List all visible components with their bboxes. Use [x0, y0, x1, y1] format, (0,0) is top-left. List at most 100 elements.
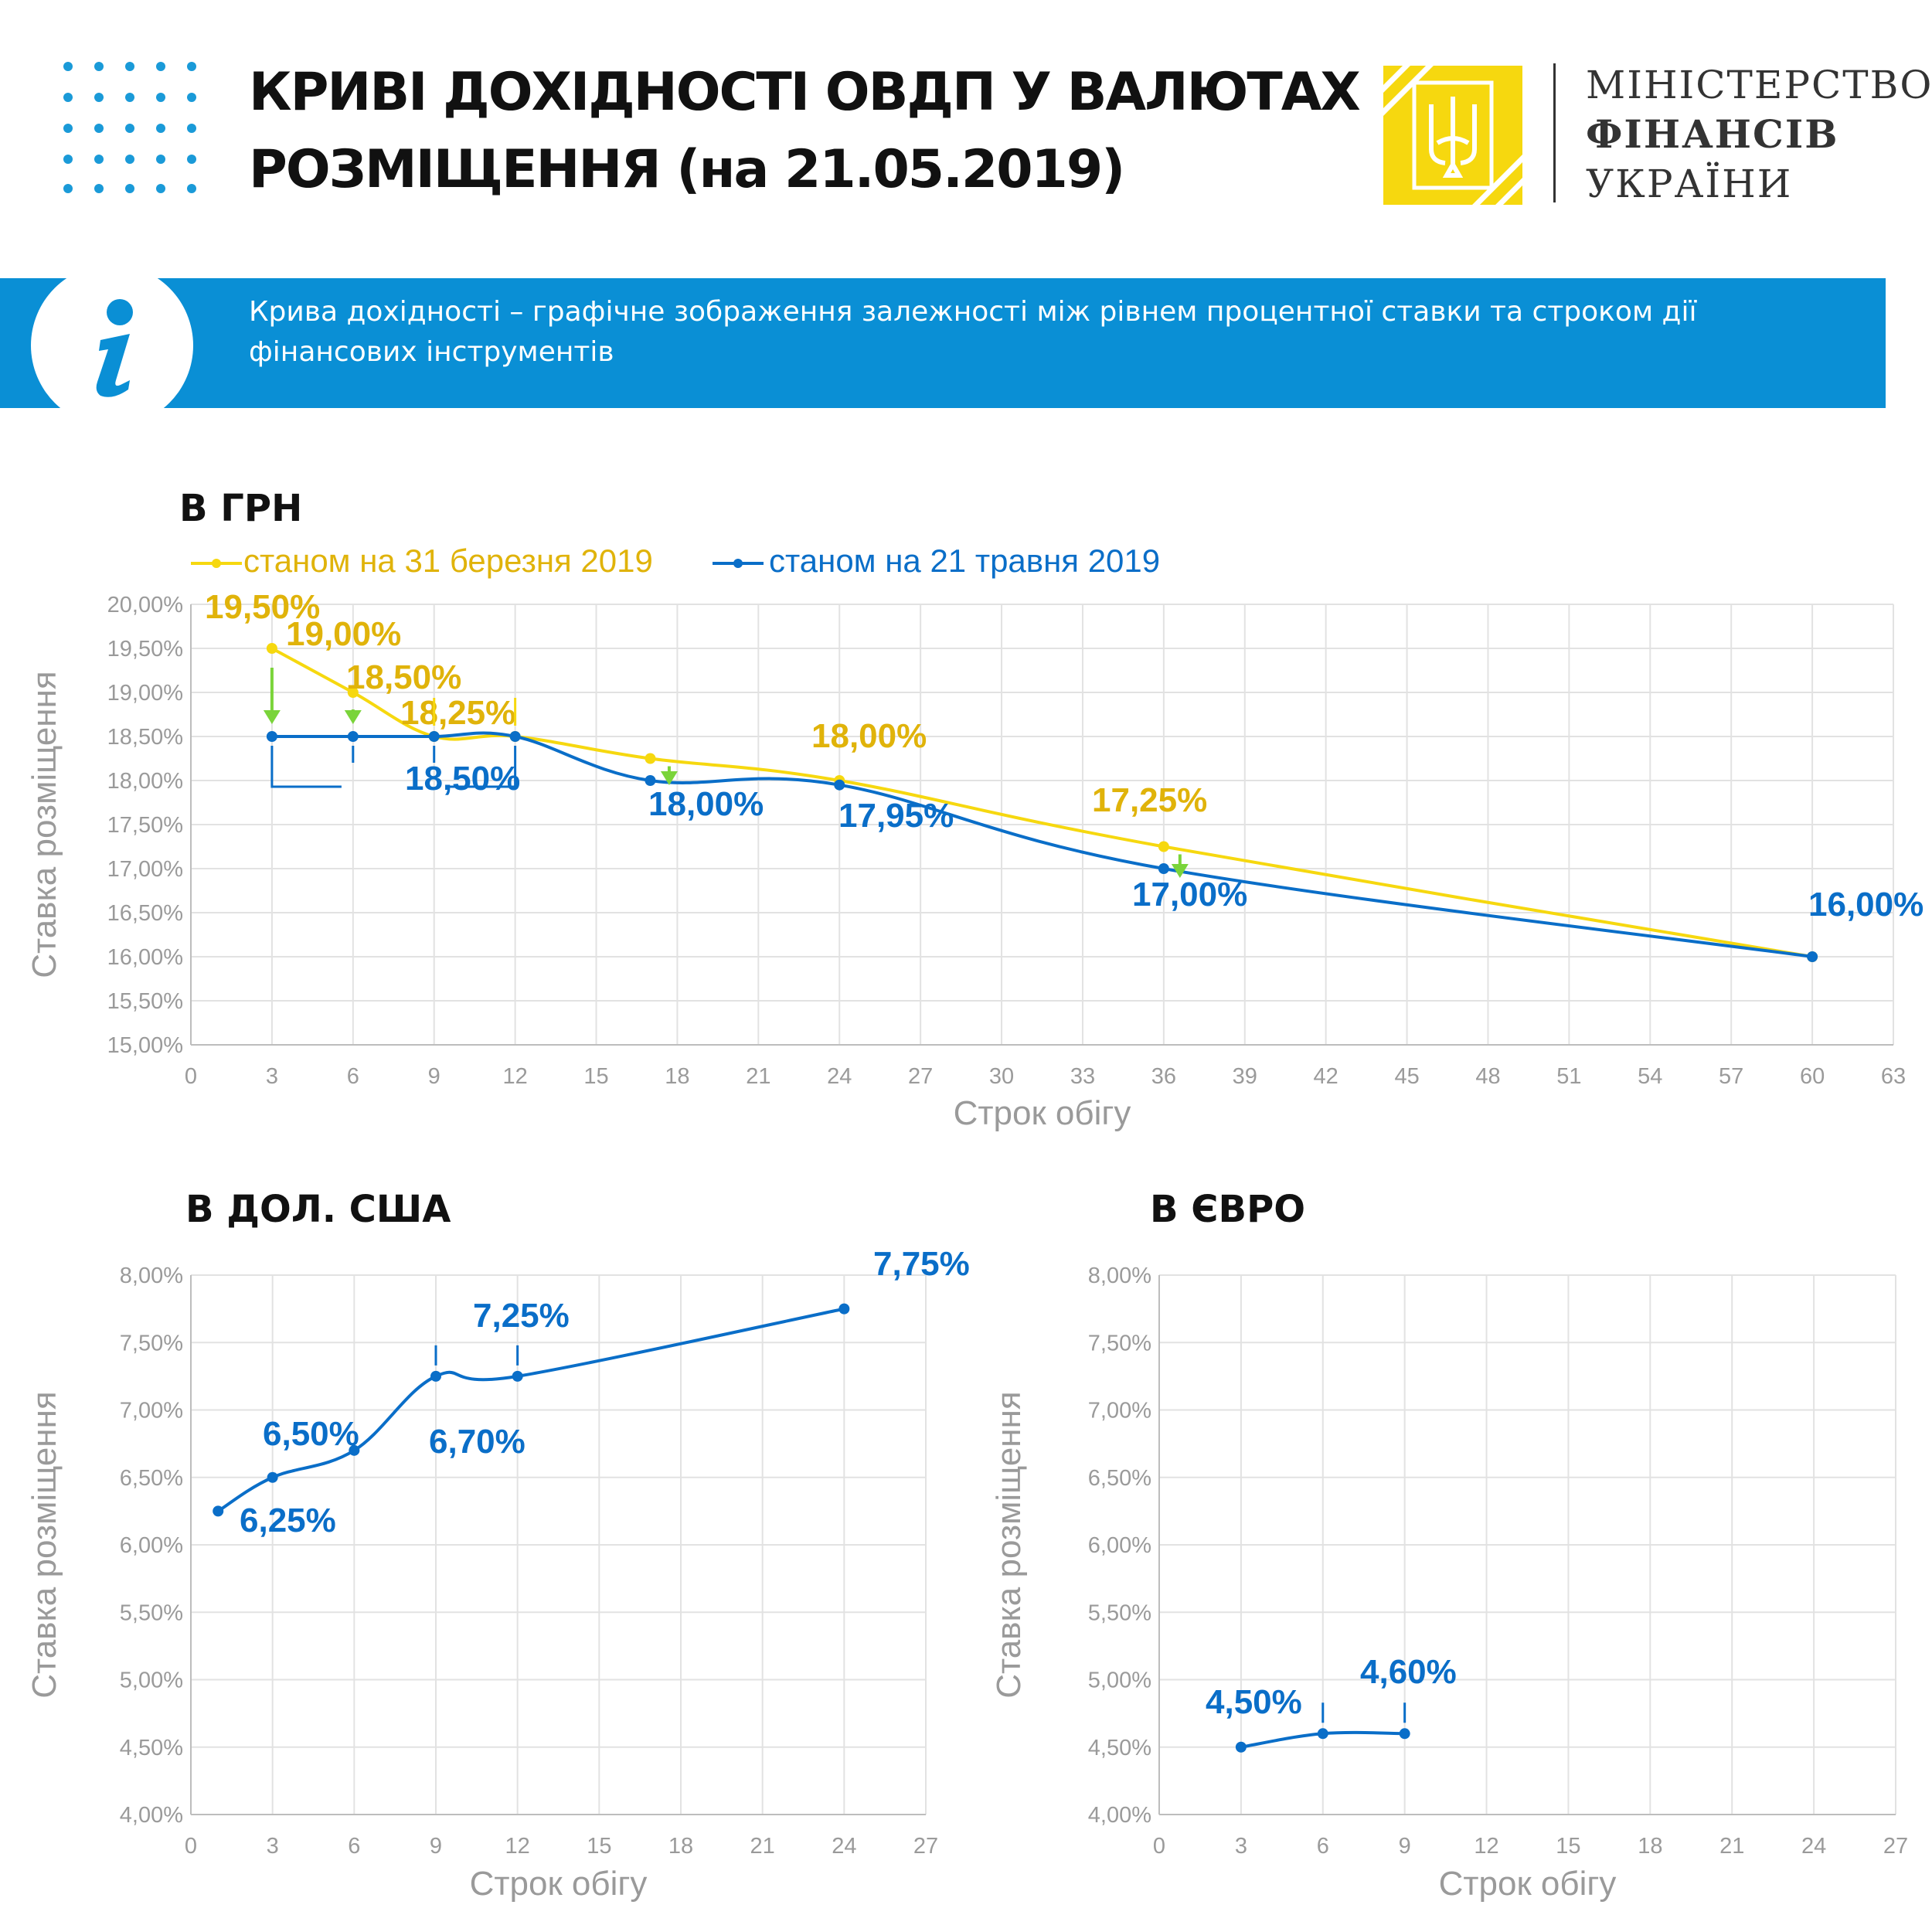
x-tick-label: 36 [1151, 1064, 1176, 1089]
x-tick-label: 3 [267, 1834, 279, 1859]
y-tick-label: 19,50% [107, 637, 183, 662]
y-axis-label: Ставка розміщення [26, 671, 63, 978]
x-tick-label: 15 [583, 1064, 608, 1089]
chart-usd-title: В ДОЛ. США [185, 1188, 451, 1231]
data-label: 18,00% [648, 785, 764, 823]
data-label: 18,50% [405, 760, 520, 798]
x-tick-label: 0 [1153, 1834, 1165, 1859]
group-bracket-yellow [433, 698, 517, 726]
x-tick-label: 21 [1719, 1834, 1744, 1859]
decor-dots [63, 62, 196, 193]
x-tick-label: 3 [266, 1064, 278, 1089]
x-tick-label: 0 [185, 1834, 197, 1859]
y-tick-label: 5,00% [1088, 1668, 1151, 1693]
data-point [1158, 863, 1169, 874]
data-point [347, 731, 359, 742]
data-point [1317, 1728, 1328, 1740]
chart-2 [1158, 1274, 1896, 1815]
x-tick-label: 21 [746, 1064, 770, 1089]
x-tick-label: 6 [348, 1834, 360, 1859]
y-tick-label: 5,50% [1088, 1600, 1151, 1625]
y-tick-label: 7,50% [120, 1331, 183, 1355]
info-icon [31, 278, 193, 408]
data-point [645, 775, 656, 786]
x-tick-label: 63 [1881, 1064, 1906, 1089]
x-tick-label: 27 [908, 1064, 933, 1089]
series-line-1 [271, 731, 1813, 958]
y-tick-label: 6,50% [1088, 1466, 1151, 1491]
x-tick-label: 30 [989, 1064, 1014, 1089]
series-line-0 [270, 647, 1813, 958]
x-tick-label: 18 [668, 1834, 693, 1859]
y-axis-label: Ставка розміщення [990, 1391, 1028, 1698]
data-point [509, 731, 521, 742]
info-banner [0, 278, 1886, 408]
x-tick-label: 42 [1314, 1064, 1338, 1089]
data-label: 7,75% [873, 1245, 970, 1283]
x-tick-label: 45 [1394, 1064, 1419, 1089]
data-point [213, 1505, 224, 1517]
x-tick-label: 6 [1317, 1834, 1329, 1859]
data-point [1235, 1741, 1247, 1753]
x-tick-label: 9 [1399, 1834, 1411, 1859]
x-tick-label: 15 [587, 1834, 611, 1859]
data-label: 17,00% [1132, 876, 1247, 913]
x-tick-label: 12 [502, 1064, 527, 1089]
group-bracket-usd [434, 1345, 519, 1366]
data-label: 19,00% [286, 615, 401, 653]
data-label: 4,60% [1360, 1653, 1457, 1691]
data-point [1158, 841, 1169, 852]
y-tick-label: 8,00% [1088, 1264, 1151, 1288]
x-axis-label: Строк обігу [470, 1865, 648, 1903]
x-tick-label: 60 [1800, 1064, 1825, 1089]
data-point [266, 643, 277, 654]
x-tick-label: 0 [185, 1064, 197, 1089]
change-arrow-head [344, 710, 362, 724]
change-arrow-head [263, 710, 281, 724]
data-point [1399, 1728, 1410, 1740]
group-bracket-blue [270, 746, 517, 788]
y-tick-label: 4,50% [1088, 1736, 1151, 1760]
y-tick-label: 17,00% [107, 857, 183, 882]
data-point [1807, 951, 1818, 962]
y-tick-label: 17,50% [107, 813, 183, 838]
x-tick-label: 51 [1556, 1064, 1581, 1089]
x-tick-label: 18 [665, 1064, 689, 1089]
x-tick-label: 48 [1475, 1064, 1500, 1089]
data-label: 16,00% [1808, 886, 1923, 923]
x-axis-label: Строк обігу [1439, 1865, 1617, 1903]
x-tick-label: 9 [430, 1834, 442, 1859]
legend-marker-may [713, 559, 764, 568]
x-tick-label: 33 [1070, 1064, 1095, 1089]
legend-marker-march [191, 559, 242, 568]
x-tick-label: 27 [913, 1834, 938, 1859]
y-tick-label: 4,50% [120, 1736, 183, 1760]
data-label: 18,50% [346, 658, 461, 696]
x-tick-label: 6 [347, 1064, 359, 1089]
trident-emblem-icon [1383, 66, 1522, 205]
y-tick-label: 19,00% [107, 681, 183, 706]
data-point [267, 1471, 278, 1483]
data-point [645, 753, 656, 764]
x-tick-label: 24 [827, 1064, 852, 1089]
data-label: 17,25% [1092, 781, 1207, 819]
chart-0-decor [263, 668, 1189, 878]
y-tick-label: 7,00% [120, 1399, 183, 1423]
data-point [430, 1370, 441, 1382]
emblem-divider [1553, 63, 1556, 202]
data-label: 7,25% [473, 1297, 570, 1335]
x-tick-label: 24 [832, 1834, 856, 1859]
change-arrow-head [660, 771, 678, 785]
x-tick-label: 27 [1883, 1834, 1908, 1859]
chart-0 [190, 604, 1894, 1046]
chart-uah-title: В ГРН [179, 487, 303, 530]
x-tick-label: 54 [1638, 1064, 1662, 1089]
x-axis-label: Строк обігу [954, 1094, 1131, 1132]
data-label: 6,70% [429, 1423, 526, 1461]
y-tick-label: 5,50% [120, 1600, 183, 1625]
ministry-line1: МІНІСТЕРСТВО [1586, 63, 1932, 107]
y-tick-label: 6,00% [120, 1533, 183, 1558]
x-tick-label: 15 [1556, 1834, 1580, 1859]
y-tick-label: 7,50% [1088, 1331, 1151, 1355]
y-tick-label: 6,00% [1088, 1533, 1151, 1558]
